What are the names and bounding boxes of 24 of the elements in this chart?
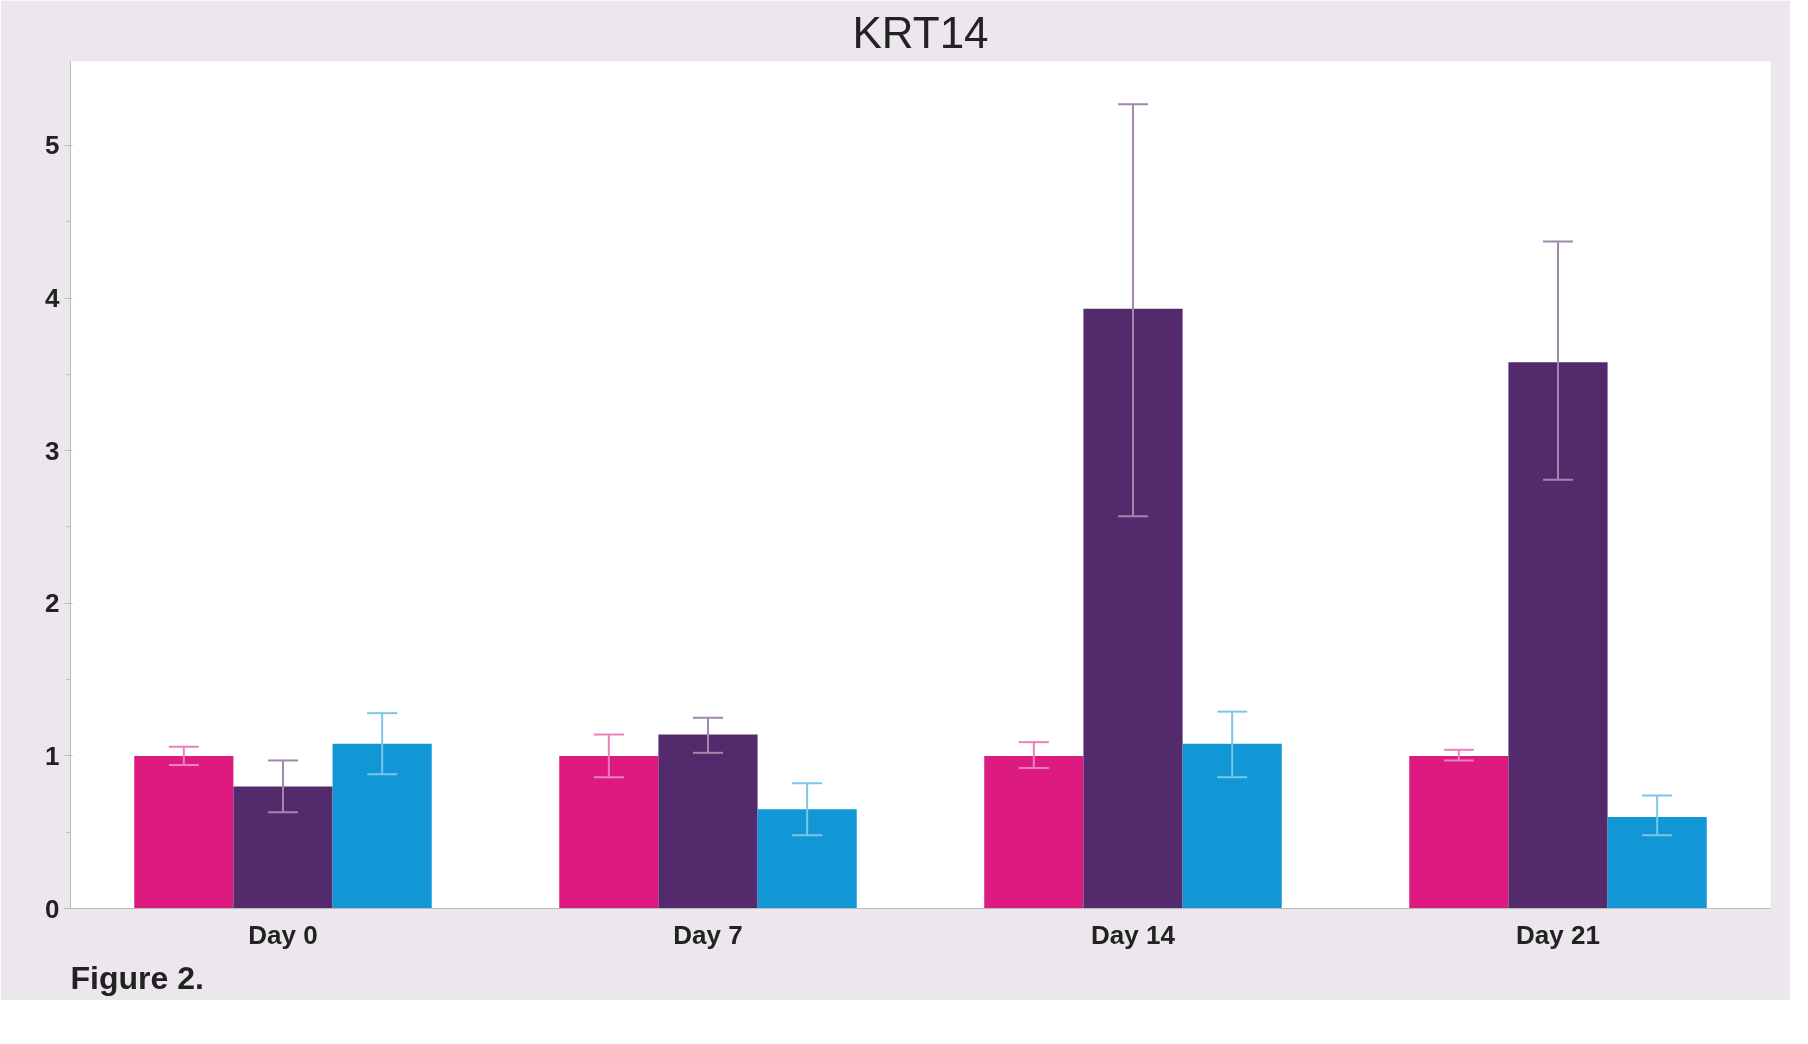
bar [1607, 816, 1707, 909]
caption: Figure 2. [70, 959, 204, 996]
bar [1508, 362, 1608, 909]
bar [658, 734, 758, 909]
bar [757, 809, 857, 909]
bar [559, 755, 659, 909]
bar [1409, 755, 1509, 909]
bar [1083, 308, 1183, 909]
bar [332, 743, 432, 909]
bar [984, 755, 1084, 909]
y-tick-label: 1 [45, 740, 60, 771]
bar [1182, 743, 1282, 909]
y-tick-label: 4 [45, 283, 61, 314]
x-tick-label: Day 0 [248, 919, 318, 950]
x-tick-label: Day 7 [673, 919, 743, 950]
y-tick-label: 3 [45, 435, 60, 466]
bar [134, 755, 234, 909]
y-tick-label: 2 [45, 588, 60, 619]
bar [233, 786, 333, 909]
x-tick-label: Day 14 [1091, 919, 1176, 950]
y-tick-label: 0 [45, 893, 60, 924]
x-tick-label: Day 21 [1516, 919, 1600, 950]
chart-title: KRT14 [852, 7, 989, 57]
y-tick-label: 5 [45, 130, 60, 161]
